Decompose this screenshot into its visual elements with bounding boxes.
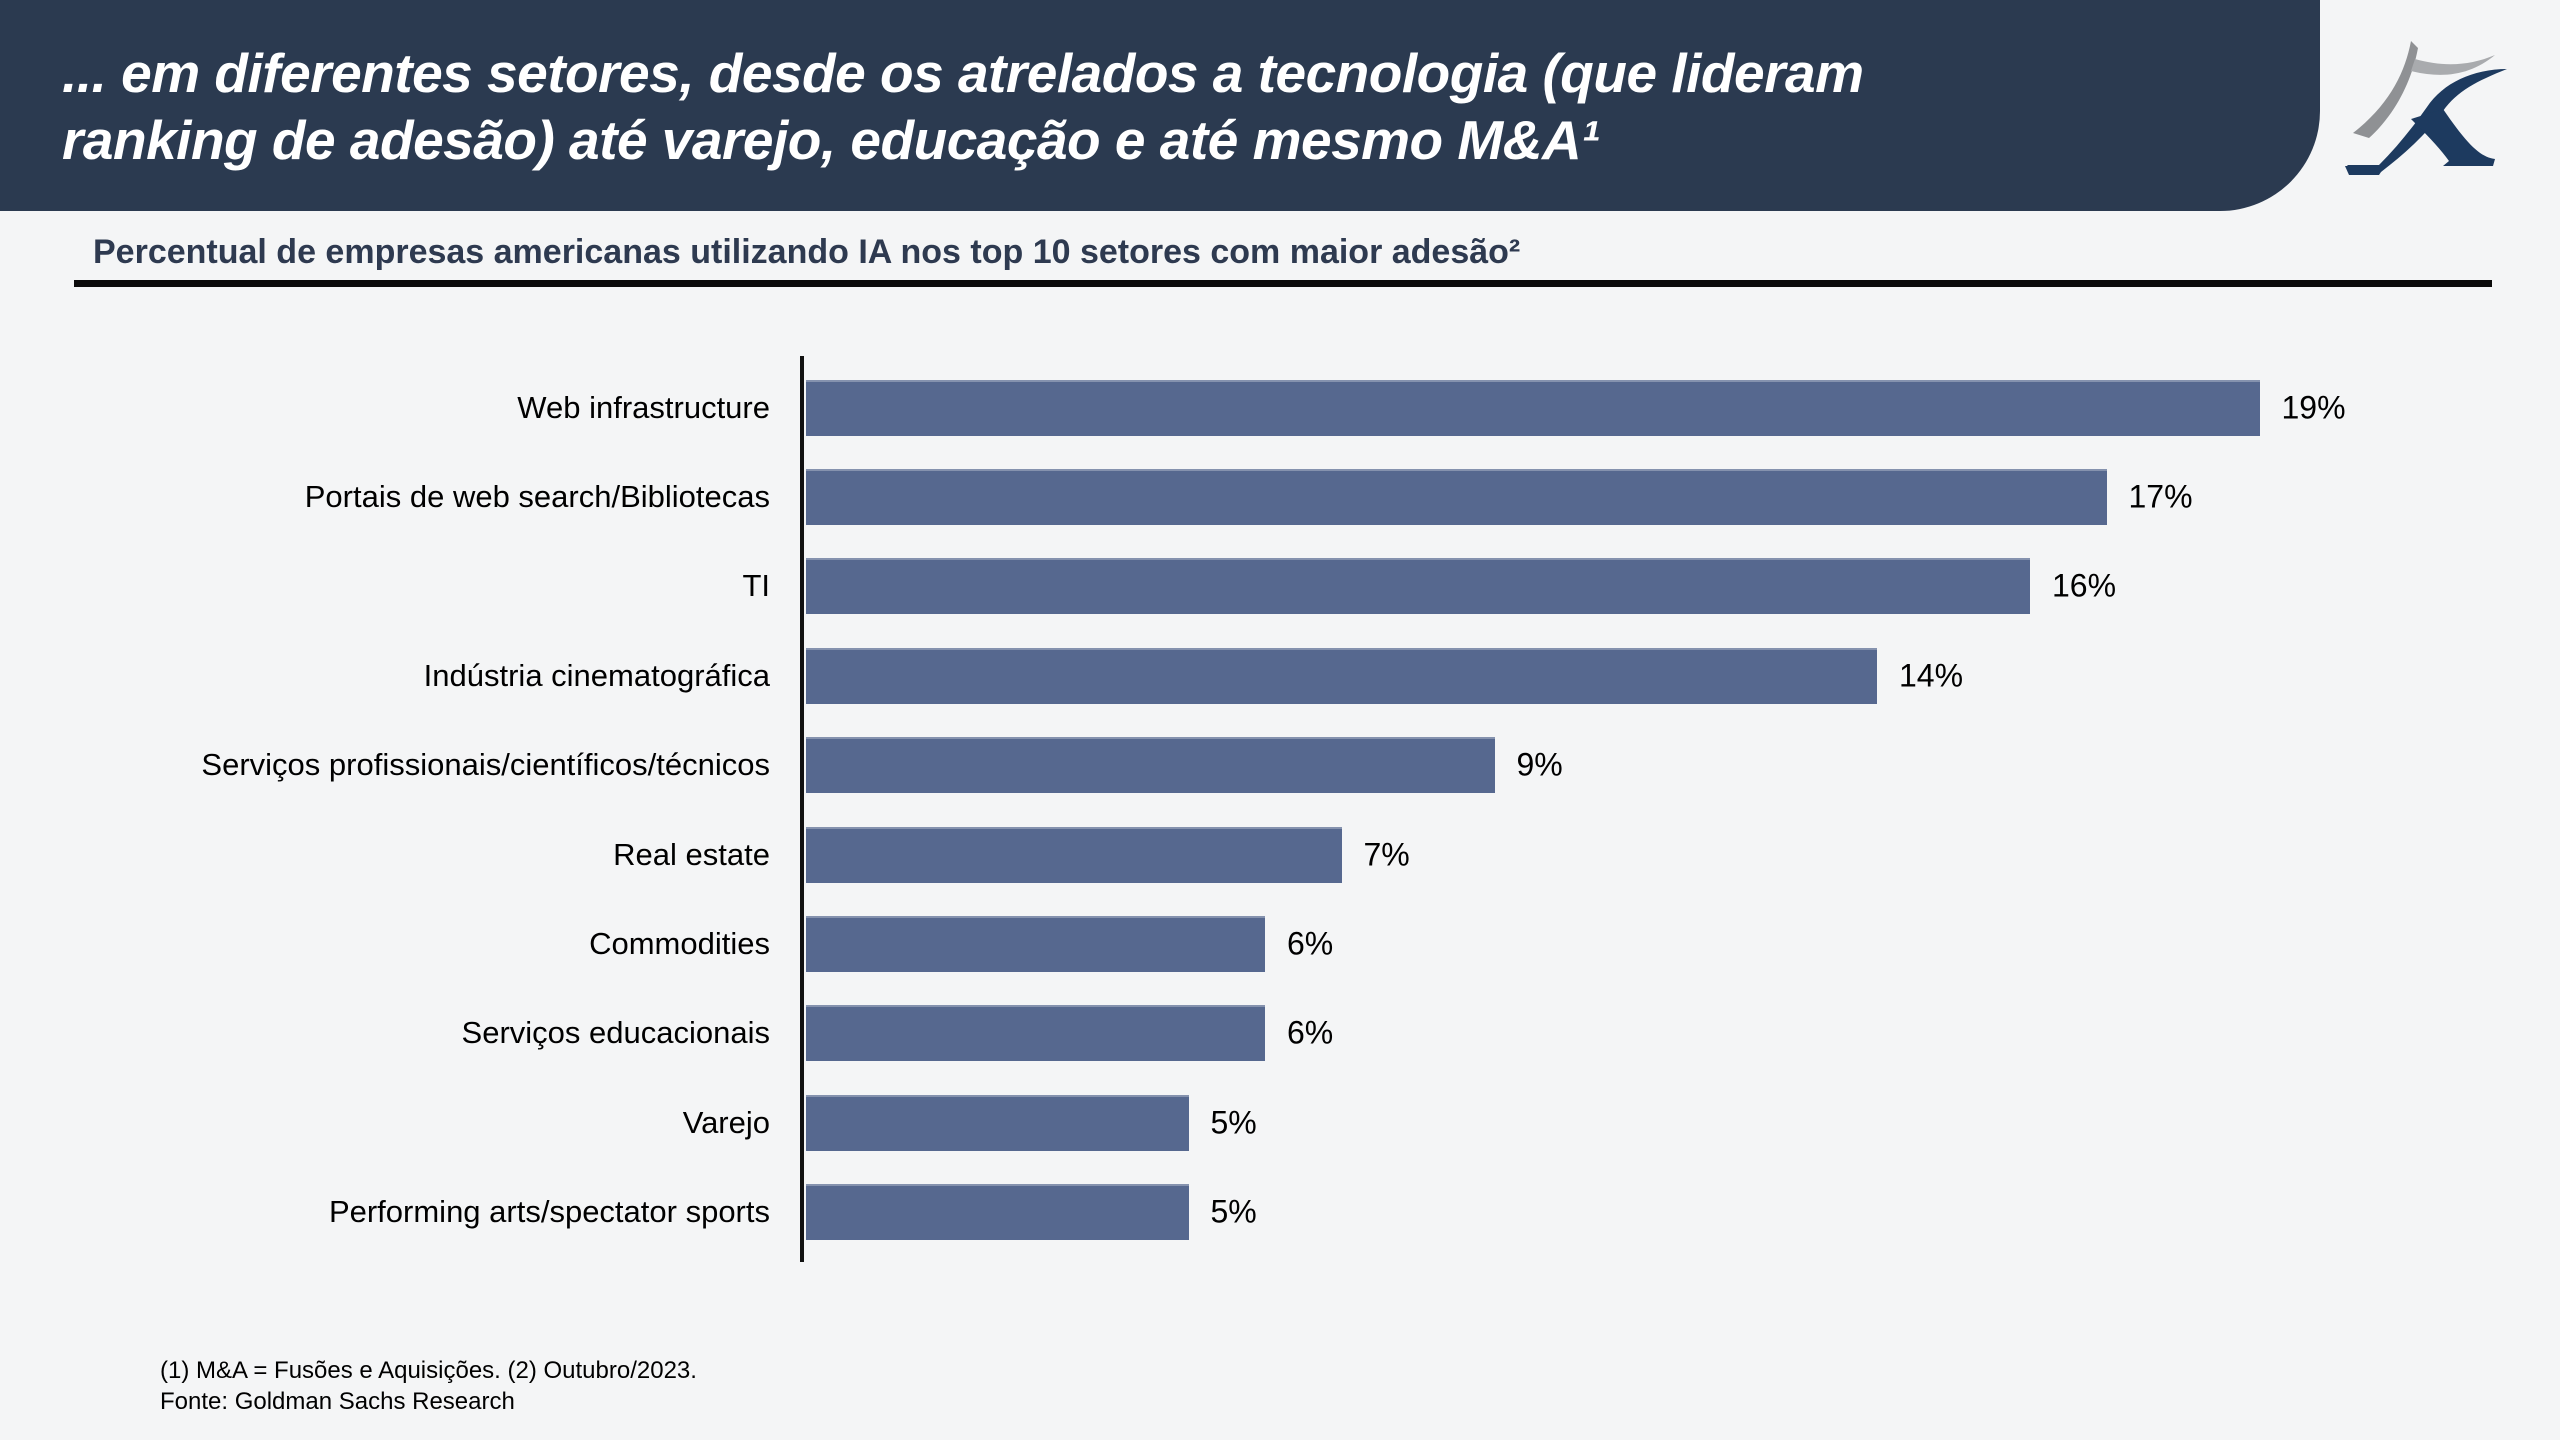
chart-row: Serviços profissionais/científicos/técni… (0, 721, 2560, 810)
value-label: 14% (1899, 657, 1964, 694)
chart-row: Performing arts/spectator sports 5% (0, 1168, 2560, 1257)
company-logo-icon (2345, 41, 2507, 175)
footnote-line-2: Fonte: Goldman Sachs Research (160, 1388, 515, 1415)
category-label: Serviços educacionais (461, 1015, 770, 1051)
value-label: 6% (1287, 1014, 1334, 1051)
slide-title-line-1: ... em diferentes setores, desde os atre… (62, 42, 1864, 104)
chart-row: Varejo 5% (0, 1078, 2560, 1167)
category-label: Performing arts/spectator sports (328, 1194, 770, 1230)
value-label: 7% (1363, 836, 1410, 873)
chart-row: Real estate 7% (0, 810, 2560, 899)
title-divider-line (74, 280, 2492, 287)
value-label: 16% (2052, 567, 2117, 604)
value-label: 6% (1287, 925, 1334, 962)
value-label: 17% (2128, 478, 2193, 515)
header-banner: ... em diferentes setores, desde os atre… (0, 0, 2320, 211)
bar (806, 469, 2107, 526)
chart-row: Web infrastructure 19% (0, 363, 2560, 452)
bar (806, 647, 1877, 704)
bar (806, 916, 1265, 973)
value-label: 5% (1210, 1193, 1257, 1230)
value-label: 5% (1210, 1104, 1257, 1141)
chart-row: Portais de web search/Bibliotecas 17% (0, 452, 2560, 541)
bar (806, 737, 1495, 794)
chart-row: Indústria cinematográfica 14% (0, 631, 2560, 720)
chart-row: Commodities 6% (0, 899, 2560, 988)
bar (806, 379, 2260, 436)
category-label: Real estate (613, 836, 770, 872)
slide-title-line-2: ranking de adesão) até varejo, educação … (62, 109, 1600, 171)
footnote-line-1: (1) M&A = Fusões e Aquisições. (2) Outub… (160, 1357, 697, 1384)
chart-y-axis-line (800, 356, 804, 1262)
category-label: Indústria cinematográfica (423, 657, 770, 693)
category-label: Portais de web search/Bibliotecas (304, 479, 770, 515)
bar (806, 1094, 1189, 1151)
value-label: 19% (2281, 389, 2346, 426)
slide-title: ... em diferentes setores, desde os atre… (62, 40, 2200, 174)
footnote: (1) M&A = Fusões e Aquisições. (2) Outub… (160, 1355, 697, 1417)
category-label: Commodities (589, 926, 770, 962)
bar (806, 1005, 1265, 1062)
bar (806, 826, 1342, 883)
bar (806, 558, 2030, 615)
chart-row: TI 16% (0, 542, 2560, 631)
category-label: Serviços profissionais/científicos/técni… (201, 747, 770, 783)
bar (806, 1184, 1189, 1241)
chart-title: Percentual de empresas americanas utiliz… (93, 233, 1521, 271)
category-label: TI (742, 568, 770, 604)
value-label: 9% (1516, 746, 1563, 783)
category-label: Varejo (682, 1104, 770, 1140)
chart-row: Serviços educacionais 6% (0, 989, 2560, 1078)
category-label: Web infrastructure (517, 389, 770, 425)
company-logo (2345, 35, 2520, 180)
